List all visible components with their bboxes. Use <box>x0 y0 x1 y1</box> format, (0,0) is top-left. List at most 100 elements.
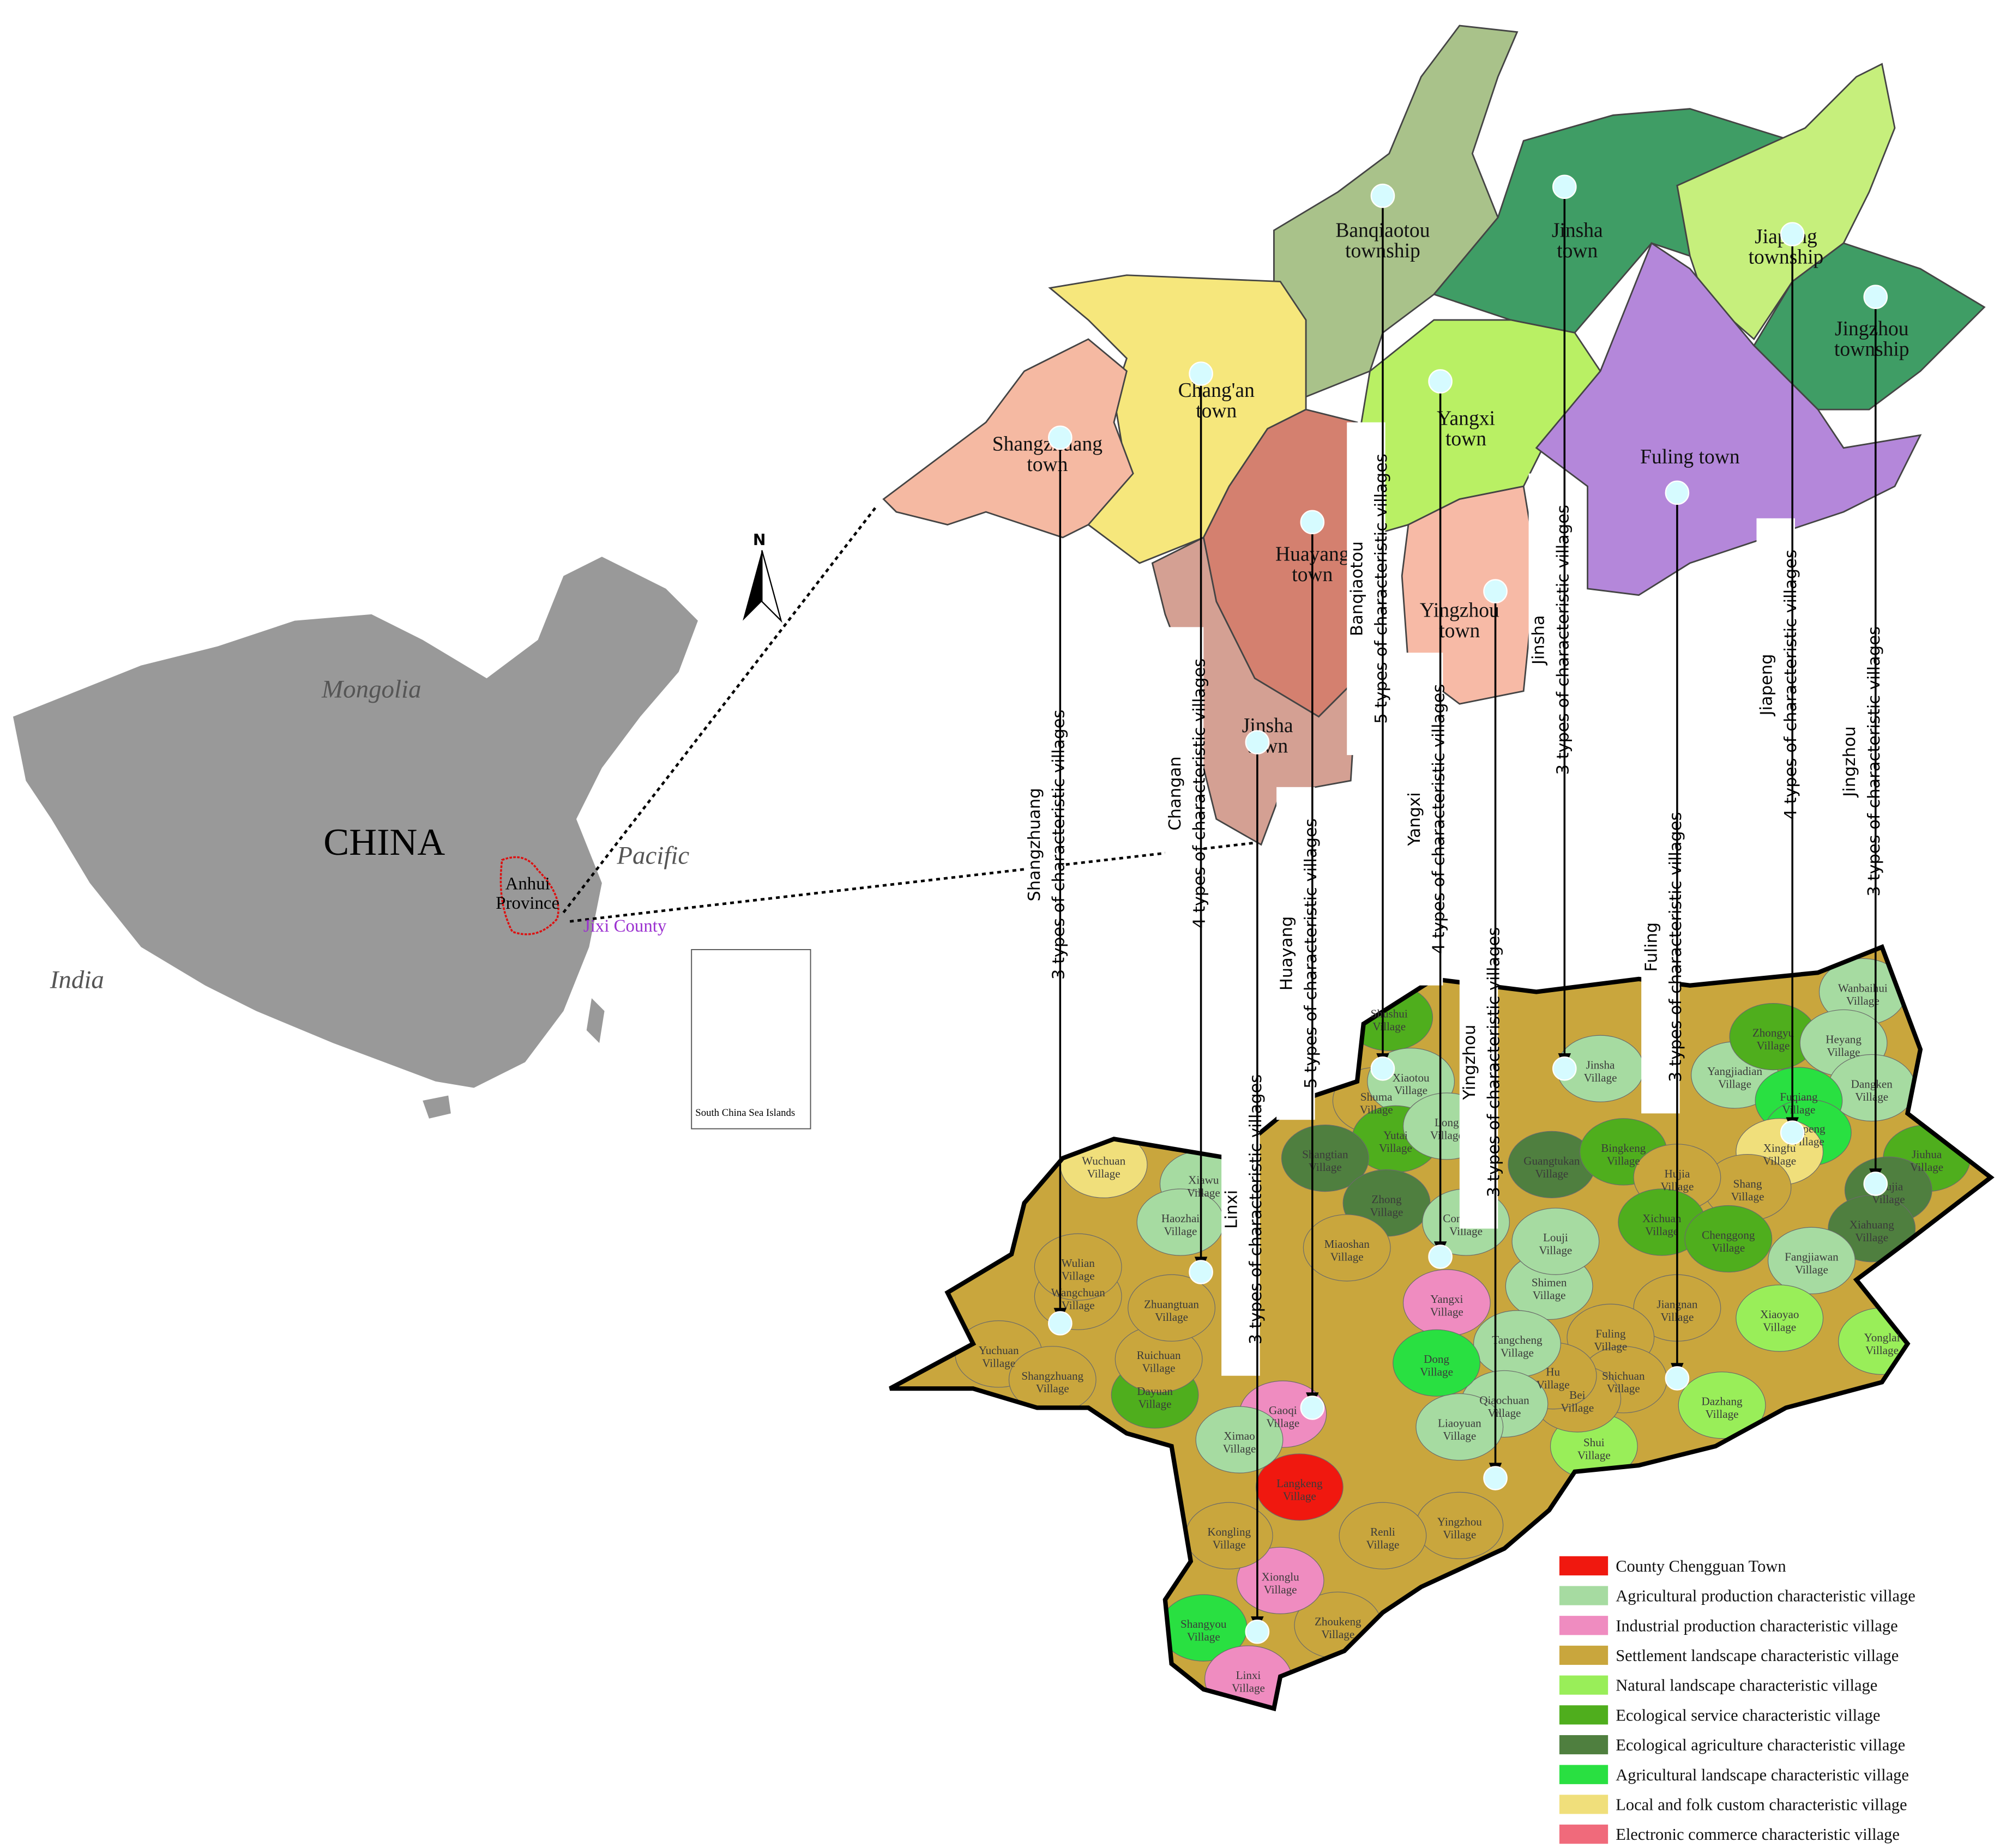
connector-name: Fuling <box>1642 922 1661 972</box>
village-label: Zhong Village <box>1370 1193 1403 1218</box>
label: South China Sea Islands <box>695 1107 795 1119</box>
village-label: Shang Village <box>1731 1177 1764 1203</box>
legend-label: Agricultural production characteristic v… <box>1616 1587 1915 1605</box>
village-label: Zhuangtuan Village <box>1144 1297 1199 1323</box>
village-label: Shangtian Village <box>1302 1148 1348 1174</box>
connector-text: 3 types of characteristic villages <box>1666 812 1685 1082</box>
town-area <box>1752 242 1986 410</box>
village-area <box>1281 1124 1369 1192</box>
town-dot <box>1048 425 1073 450</box>
village-label: Wanbaihui Village <box>1838 981 1888 1007</box>
village-label: Qiaochuan Village <box>1479 1393 1529 1419</box>
town-label: Yangxi town <box>1437 407 1495 450</box>
legend-label: Local and folk custom characteristic vil… <box>1616 1796 1907 1814</box>
village-label: Zhongyu Village <box>1752 1026 1794 1052</box>
village-label: Shui Village <box>1577 1436 1611 1462</box>
label-backing <box>1347 422 1385 756</box>
connectors: Shangzhuang 3 types of characteristic vil… <box>1024 174 1888 1644</box>
connector-name: Huayang <box>1277 916 1296 991</box>
label-backing <box>1840 595 1878 928</box>
village-label: Long Village <box>1430 1116 1463 1142</box>
label: Mongolia <box>321 675 421 703</box>
town-dot <box>1665 480 1690 505</box>
town-area <box>882 338 1134 539</box>
china-inset: Mongolia CHINA Pacific India Anhui Provin… <box>13 504 1262 1130</box>
connector-name: Yingzhou <box>1460 1025 1479 1101</box>
label-backing <box>1221 1043 1260 1376</box>
legend-label: Electronic commerce characteristic villa… <box>1616 1825 1900 1844</box>
village-label: Wuchuan Village <box>1082 1154 1125 1180</box>
village-label: Yutai Village <box>1379 1128 1412 1154</box>
town-label: Yingzhou town <box>1420 600 1499 643</box>
village-label: Jinsha Village <box>1584 1058 1617 1084</box>
village-label: Haozhai Village <box>1161 1212 1200 1237</box>
connector-text: 5 types of characteristic villages <box>1372 454 1391 723</box>
village-label: Bingkeng Village <box>1601 1142 1646 1167</box>
village-area <box>1415 1393 1504 1461</box>
village-area <box>1736 1284 1824 1352</box>
village-label: Fuling Village <box>1594 1327 1627 1352</box>
village-label: Dong Village <box>1420 1352 1453 1378</box>
town-dot <box>1483 1466 1508 1490</box>
connector-text: 3 types of characteristic villages <box>1246 1074 1266 1344</box>
village-area <box>1303 1214 1391 1282</box>
village-label: Louji Village <box>1539 1231 1572 1257</box>
town-dot <box>1245 730 1270 754</box>
village-label: Yuchuan Village <box>979 1344 1019 1369</box>
zoom-line <box>569 841 1262 923</box>
connector-name: Jingzhou <box>1840 726 1859 798</box>
legend-swatch <box>1559 1735 1609 1755</box>
village-label: Xingfu Village <box>1763 1142 1796 1167</box>
legend-swatch <box>1559 1795 1609 1814</box>
village-area <box>1128 1274 1215 1342</box>
village-area <box>1195 1406 1284 1473</box>
village-area <box>1393 1329 1480 1397</box>
town-dot <box>1189 1260 1213 1284</box>
label: Jixi County <box>583 916 667 936</box>
connector-text: 5 types of characteristic villages <box>1302 818 1321 1088</box>
legend-label: Agricultural landscape characteristic vi… <box>1616 1766 1909 1784</box>
village-area <box>1678 1372 1766 1439</box>
village-label: Dangken Village <box>1851 1077 1893 1103</box>
legend-swatch <box>1559 1675 1609 1695</box>
legend-swatch <box>1559 1556 1609 1575</box>
village-label: Miaoshan Village <box>1324 1237 1370 1263</box>
connector-name: Jinsha <box>1529 615 1549 666</box>
china-shape <box>13 557 698 1088</box>
town-dot <box>1300 1396 1325 1420</box>
connector-name: Yangxi <box>1405 792 1424 846</box>
village-area <box>1339 1502 1427 1569</box>
town-map: BanqiaotoutownshipJinshatownJiapengtowns… <box>882 25 1986 846</box>
label: Anhui Province <box>496 874 559 913</box>
village-label: Xionglu Village <box>1262 1570 1300 1596</box>
legend-label: Ecological service characteristic villag… <box>1616 1706 1880 1724</box>
town-dot <box>1428 1245 1453 1269</box>
label-backing <box>1276 787 1315 1120</box>
village-label: Yonglai Village <box>1864 1331 1900 1356</box>
village-label: Hu Village <box>1537 1366 1570 1391</box>
village-area <box>1034 1233 1122 1301</box>
village-label: Zhoukeng Village <box>1315 1615 1362 1641</box>
village-label: Bei Village <box>1561 1388 1594 1414</box>
village-label: Chenggong Village <box>1702 1229 1755 1254</box>
village-label: Fangjiawan Village <box>1785 1250 1839 1276</box>
label-backing <box>1459 896 1498 1229</box>
village-label: Wulian Village <box>1062 1257 1095 1282</box>
town-dot <box>1428 369 1453 394</box>
village-label: Fuqiang Village <box>1780 1090 1818 1116</box>
village-area <box>1511 1207 1600 1275</box>
village-area <box>1684 1205 1773 1273</box>
village-label: Tangcheng Village <box>1492 1333 1543 1359</box>
village-label: Dazhang Village <box>1702 1395 1743 1421</box>
label: CHINA <box>323 821 445 863</box>
town-dot <box>1780 1120 1805 1145</box>
town-dot <box>1245 1619 1270 1644</box>
village-area <box>1255 1453 1344 1521</box>
legend-swatch <box>1559 1645 1609 1665</box>
village-label: Xiahuang Village <box>1850 1218 1895 1244</box>
village-label: Renli Village <box>1366 1525 1400 1551</box>
town-dot <box>1189 361 1213 386</box>
